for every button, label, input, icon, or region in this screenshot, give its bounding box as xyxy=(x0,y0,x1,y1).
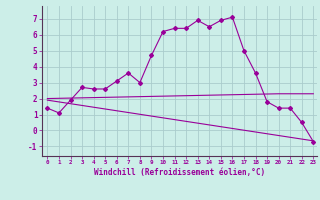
X-axis label: Windchill (Refroidissement éolien,°C): Windchill (Refroidissement éolien,°C) xyxy=(94,168,265,177)
